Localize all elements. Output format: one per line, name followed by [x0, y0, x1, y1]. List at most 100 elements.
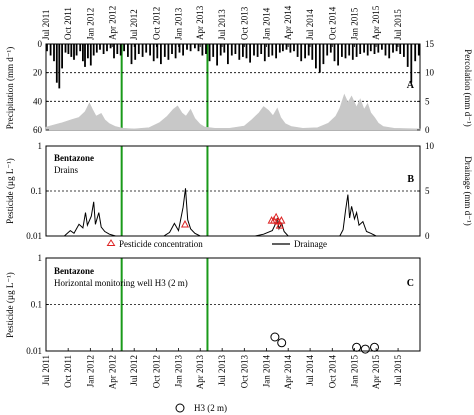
drainage-line — [46, 188, 420, 237]
top-axis-label-12: Jul 2014 — [305, 9, 315, 40]
bottom-axis-label-7: Apr 2013 — [195, 355, 205, 390]
panel-a-reference-lines — [46, 72, 420, 102]
precipitation-bar-56 — [238, 44, 241, 60]
precipitation-bar-31 — [145, 44, 148, 53]
bottom-axis-label-14: Jan 2015 — [350, 355, 360, 388]
precipitation-bar-98 — [392, 44, 394, 53]
precipitation-bar-30 — [141, 44, 144, 57]
precipitation-bar-13 — [84, 44, 86, 67]
percolation-series — [45, 93, 421, 131]
precipitation-bar-27 — [130, 44, 133, 65]
precipitation-bar-16 — [92, 44, 95, 56]
top-axis-label-11: Apr 2014 — [283, 5, 293, 40]
precipitation-bar-84 — [341, 44, 343, 57]
precipitation-bar-72 — [296, 44, 299, 57]
well-marker-1 — [277, 338, 287, 348]
precipitation-bar-82 — [333, 44, 336, 62]
panel-a-left-tick-label-2: 40 — [33, 96, 43, 106]
top-axis-label-7: Apr 2013 — [195, 5, 205, 40]
top-axis-label-6: Jan 2013 — [174, 7, 184, 40]
bottom-axis-label-1: Oct 2011 — [63, 355, 73, 388]
precipitation-bar-32 — [149, 44, 151, 56]
top-axis-label-0: Jul 2011 — [41, 10, 51, 40]
precipitation-bar-101 — [403, 44, 405, 57]
bottom-axis-label-13: Oct 2014 — [327, 355, 337, 389]
precipitation-bar-94 — [377, 44, 380, 53]
panel-b-title: Bentazone — [54, 153, 94, 163]
panel-b-left-tick-label-1: 0.1 — [31, 186, 42, 196]
precipitation-bar-49 — [212, 44, 215, 57]
panel-b-right-ylabel: Drainage (mm d⁻¹) — [463, 156, 473, 225]
precipitation-bar-29 — [137, 44, 140, 54]
precipitation-bar-89 — [359, 44, 362, 54]
precipitation-bar-78 — [318, 44, 321, 73]
legend-well-marker — [175, 403, 185, 413]
panel-b-label: B — [407, 174, 414, 185]
precipitation-bar-55 — [234, 44, 237, 54]
bottom-axis-label-3: Apr 2012 — [107, 355, 117, 389]
precipitation-bar-48 — [208, 44, 211, 62]
precipitation-bar-11 — [79, 44, 82, 52]
bottom-time-axis: Jul 2011 Oct 2011 Jan 2012 Apr 2012 Jul 2012… — [41, 348, 403, 389]
precipitation-bar-26 — [127, 44, 129, 57]
precipitation-bar-53 — [227, 44, 229, 65]
legend-concentration-marker — [106, 239, 116, 246]
precipitation-bar-77 — [315, 44, 317, 69]
precipitation-bar-99 — [395, 44, 398, 52]
panel-b-left-ticks: 0.01 0.1 1 — [26, 141, 49, 241]
precipitation-bar-34 — [156, 44, 159, 59]
precipitation-bar-6 — [64, 44, 67, 53]
well-marker-0 — [270, 332, 280, 342]
top-axis-label-14: Jan 2015 — [350, 7, 360, 40]
precipitation-bar-10 — [75, 44, 78, 56]
precipitation-bar-75 — [307, 44, 310, 56]
precipitation-bar-97 — [388, 44, 391, 59]
precipitation-bar-86 — [348, 44, 351, 56]
panel-a-right-tick-label-0: 15 — [425, 39, 435, 49]
panel-a-left-tick-label-1: 20 — [33, 68, 43, 78]
panel-b-right-ticks: 0 5 10 — [417, 141, 435, 241]
well-marker-3 — [360, 344, 370, 354]
panel-c-left-tick-label-1: 0.1 — [31, 300, 42, 310]
precipitation-bar-1 — [49, 44, 52, 56]
panel-c-left-tick-label-2: 1 — [38, 253, 43, 263]
panel-a-right-tick-label-3: 0 — [425, 125, 430, 135]
precipitation-bar-57 — [242, 44, 244, 57]
precipitation-bar-95 — [381, 44, 383, 50]
precipitation-bar-4 — [58, 44, 61, 89]
precipitation-bar-42 — [186, 44, 188, 50]
bottom-axis-label-8: Jul 2013 — [217, 355, 227, 386]
precipitation-bar-96 — [384, 44, 387, 56]
precipitation-bar-90 — [363, 44, 365, 53]
precipitation-bar-83 — [337, 44, 339, 66]
panel-a-left-ticks: 0 20 40 60 — [33, 39, 49, 135]
panel-c-left-ylabel: Pesticide (µg L⁻¹) — [5, 272, 15, 338]
panel-b-subtitle: Drains — [54, 165, 78, 175]
precipitation-bar-38 — [171, 44, 173, 54]
precipitation-bar-39 — [174, 44, 177, 59]
precipitation-bar-19 — [102, 44, 105, 54]
precipitation-bar-51 — [219, 44, 222, 56]
bottom-axis-label-15: Apr 2015 — [371, 355, 381, 390]
top-axis-label-4: Jul 2012 — [129, 9, 139, 40]
precipitation-bar-66 — [275, 44, 277, 59]
panel-a-left-tick-label-0: 0 — [38, 39, 43, 49]
precipitation-bar-37 — [167, 44, 170, 60]
precipitation-bar-46 — [201, 44, 204, 56]
precipitation-bar-0 — [46, 44, 48, 52]
bottom-axis-label-0: Jul 2011 — [41, 355, 51, 385]
precipitation-bar-63 — [263, 44, 266, 62]
legend-concentration-label: Pesticide concentration — [119, 239, 203, 249]
precipitation-bar-91 — [366, 44, 369, 56]
precipitation-bar-81 — [329, 44, 332, 53]
top-axis-label-9: Oct 2013 — [239, 6, 249, 40]
pesticide-concentration-series — [180, 212, 286, 229]
precipitation-bar-43 — [189, 44, 192, 52]
precipitation-bar-18 — [99, 44, 101, 50]
precipitation-bar-54 — [230, 44, 233, 56]
top-axis-label-1: Oct 2011 — [63, 7, 73, 40]
precipitation-bar-85 — [344, 44, 347, 59]
precipitation-bar-41 — [182, 44, 184, 56]
